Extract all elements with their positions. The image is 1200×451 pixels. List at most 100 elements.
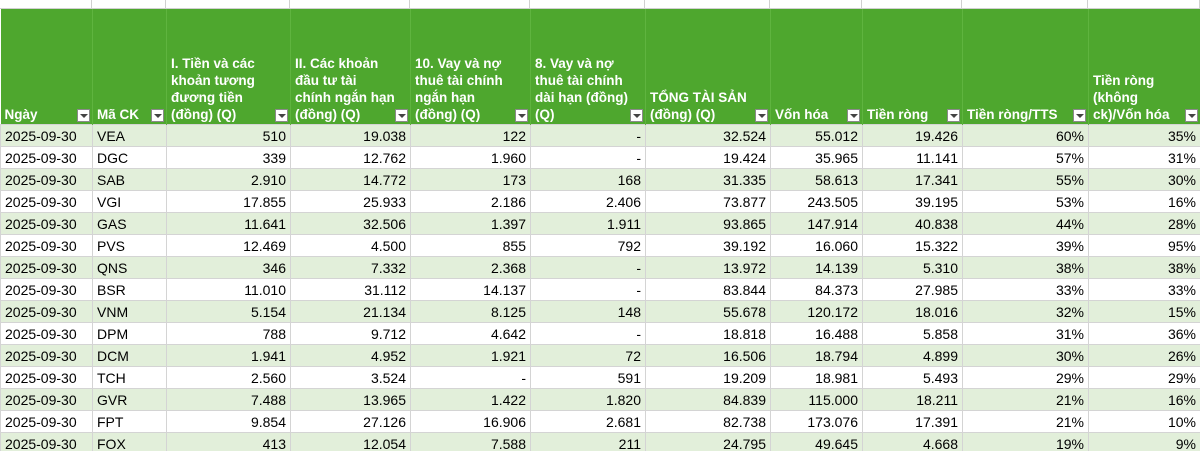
table-cell: 18.818 (645, 322, 771, 345)
data-table: Ngày Mã CK I. Tiền và các khoản tương đươn… (0, 9, 1200, 451)
table-cell: 4.668 (862, 432, 963, 451)
table-cell: 84.839 (645, 388, 771, 411)
table-cell: 2025-09-30 (0, 212, 93, 235)
table-cell: 2025-09-30 (0, 146, 93, 169)
table-cell: 510 (166, 124, 291, 147)
table-cell: 84.373 (770, 278, 863, 301)
table-cell: 33% (1088, 278, 1200, 301)
filter-button[interactable] (275, 109, 288, 122)
table-cell: 29% (1088, 366, 1200, 389)
table-cell: 9.712 (290, 322, 411, 345)
table-body: 2025-09-30 VEA 510 19.038 122-32.524 55.012 19… (0, 124, 1200, 451)
table-cell: 346 (166, 256, 291, 279)
table-cell: - (530, 322, 646, 345)
header-label: Tiền ròng (867, 107, 929, 122)
table-cell: VNM (92, 300, 167, 323)
table-cell: 11.641 (166, 212, 291, 235)
table-cell: 18.211 (862, 388, 963, 411)
table-cell: FOX (92, 432, 167, 451)
table-row: 2025-09-30 DGC 339 12.762 1.960-19.424 35.965… (0, 146, 1200, 169)
table-cell: 57% (962, 146, 1089, 169)
table-row: 2025-09-30 FPT 9.854 27.126 16.906 2.681 82.73… (0, 410, 1200, 433)
table-cell: 2025-09-30 (0, 190, 93, 213)
table-cell: 115.000 (770, 388, 863, 411)
filter-button[interactable] (77, 109, 90, 122)
table-cell: 36% (1088, 322, 1200, 345)
table-cell: 2.368 (410, 256, 531, 279)
table-cell: 1.921 (410, 344, 531, 367)
table-cell: 39.192 (645, 234, 771, 257)
table-cell: - (410, 366, 531, 389)
table-row: 2025-09-30 GAS 11.641 32.506 1.397 1.911 93.86… (0, 212, 1200, 235)
table-cell: 35.965 (770, 146, 863, 169)
table-cell: 12.469 (166, 234, 291, 257)
table-cell: 93.865 (645, 212, 771, 235)
table-cell: 1.911 (530, 212, 646, 235)
table-cell: 1.941 (166, 344, 291, 367)
table-cell: 2.560 (166, 366, 291, 389)
table-cell: 2025-09-30 (0, 366, 93, 389)
table-cell: 95% (1088, 234, 1200, 257)
table-cell: VGI (92, 190, 167, 213)
filter-button[interactable] (515, 109, 528, 122)
table-cell: 31% (962, 322, 1089, 345)
table-cell: 12.762 (290, 146, 411, 169)
column-header: Vốn hóa (770, 9, 863, 125)
table-cell: 58.613 (770, 168, 863, 191)
table-cell: FPT (92, 410, 167, 433)
table-cell: 40.838 (862, 212, 963, 235)
table-row: 2025-09-30 BSR 11.010 31.112 14.137-83.844 84… (0, 278, 1200, 301)
table-cell: 28% (1088, 212, 1200, 235)
table-cell: 21% (962, 388, 1089, 411)
table-cell: 32.524 (645, 124, 771, 147)
table-cell: 60% (962, 124, 1089, 147)
table-cell: 4.642 (410, 322, 531, 345)
filter-button[interactable] (151, 109, 164, 122)
table-cell: 10% (1088, 410, 1200, 433)
table-cell: 9% (1088, 432, 1200, 451)
table-cell: 32% (962, 300, 1089, 323)
header-label: I. Tiền và các khoản tương đương tiền (đ… (171, 56, 255, 122)
table-cell: 14.137 (410, 278, 531, 301)
table-cell: 1.960 (410, 146, 531, 169)
table-cell: 19.426 (862, 124, 963, 147)
table-cell: 2025-09-30 (0, 168, 93, 191)
table-cell: 25.933 (290, 190, 411, 213)
table-cell: 55.012 (770, 124, 863, 147)
table-cell: 2025-09-30 (0, 410, 93, 433)
column-header: Tiền ròng (862, 9, 963, 125)
filter-button[interactable] (630, 109, 643, 122)
table-cell: 2.406 (530, 190, 646, 213)
table-cell: 5.493 (862, 366, 963, 389)
table-cell: 792 (530, 234, 646, 257)
table-cell: 147.914 (770, 212, 863, 235)
table-row: 2025-09-30 VGI 17.855 25.933 2.186 2.406 73.87… (0, 190, 1200, 213)
header-label: 8. Vay và nợ thuê tài chính dài hạn (đồn… (535, 56, 628, 122)
table-cell: 21% (962, 410, 1089, 433)
table-cell: 35% (1088, 124, 1200, 147)
table-cell: 18.016 (862, 300, 963, 323)
table-cell: DPM (92, 322, 167, 345)
table-cell: 4.952 (290, 344, 411, 367)
table-cell: 29% (962, 366, 1089, 389)
table-cell: 5.310 (862, 256, 963, 279)
table-cell: 11.141 (862, 146, 963, 169)
table-cell: 3.524 (290, 366, 411, 389)
filter-button[interactable] (755, 109, 768, 122)
table-cell: 339 (166, 146, 291, 169)
table-cell: 1.820 (530, 388, 646, 411)
table-cell: 2025-09-30 (0, 124, 93, 147)
table-cell: 2.681 (530, 410, 646, 433)
filter-button[interactable] (395, 109, 408, 122)
filter-button[interactable] (947, 109, 960, 122)
table-cell: 18.794 (770, 344, 863, 367)
header-row: Ngày Mã CK I. Tiền và các khoản tương đươn… (0, 9, 1200, 125)
table-cell: 11.010 (166, 278, 291, 301)
filter-button[interactable] (1073, 109, 1086, 122)
table-cell: 2.186 (410, 190, 531, 213)
filter-button[interactable] (847, 109, 860, 122)
filter-button[interactable] (1185, 109, 1198, 122)
table-row: 2025-09-30 PVS 12.469 4.500 855 792 39.192 16.0… (0, 234, 1200, 257)
table-cell: 173 (410, 168, 531, 191)
table-cell: 17.341 (862, 168, 963, 191)
